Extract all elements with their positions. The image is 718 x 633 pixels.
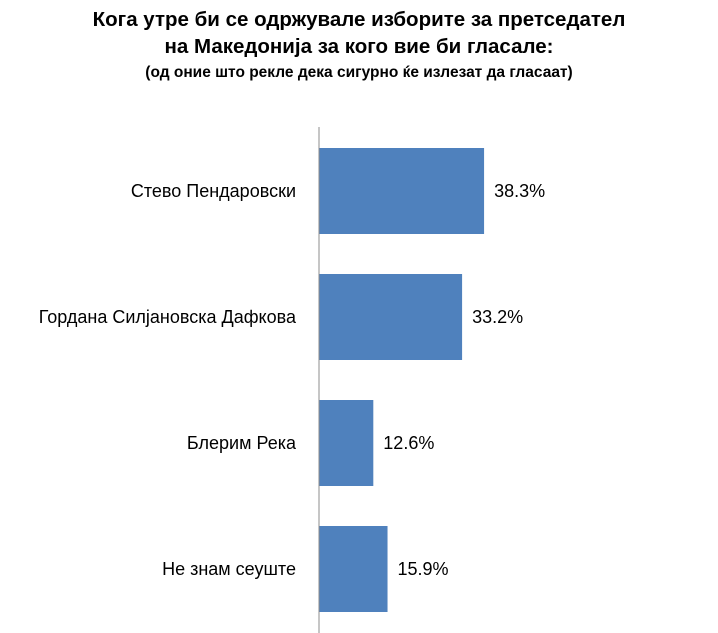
category-label-1: Стево Пендаровски xyxy=(131,181,296,201)
bar-4 xyxy=(319,526,388,612)
value-label-2: 33.2% xyxy=(472,307,523,327)
category-label-3: Блерим Река xyxy=(187,433,297,453)
value-label-1: 38.3% xyxy=(494,181,545,201)
bar-3 xyxy=(319,400,374,486)
category-label-2: Гордана Силјановска Дафкова xyxy=(39,307,297,327)
chart-subtitle: (од оние што рекле дека сигурно ќе излез… xyxy=(145,64,573,81)
chart-title-line-2: на Македонија за кого вие би гласале: xyxy=(164,35,554,58)
chart-title-line-1: Кога утре би се одржувале изборите за пр… xyxy=(92,8,626,31)
value-label-4: 15.9% xyxy=(398,559,449,579)
chart-title-block: Кога утре би се одржувале изборите за пр… xyxy=(0,6,718,84)
bar-2 xyxy=(319,274,463,360)
value-label-3: 12.6% xyxy=(383,433,434,453)
category-label-4: Не знам сеуште xyxy=(162,559,296,579)
bar-1 xyxy=(319,148,485,234)
